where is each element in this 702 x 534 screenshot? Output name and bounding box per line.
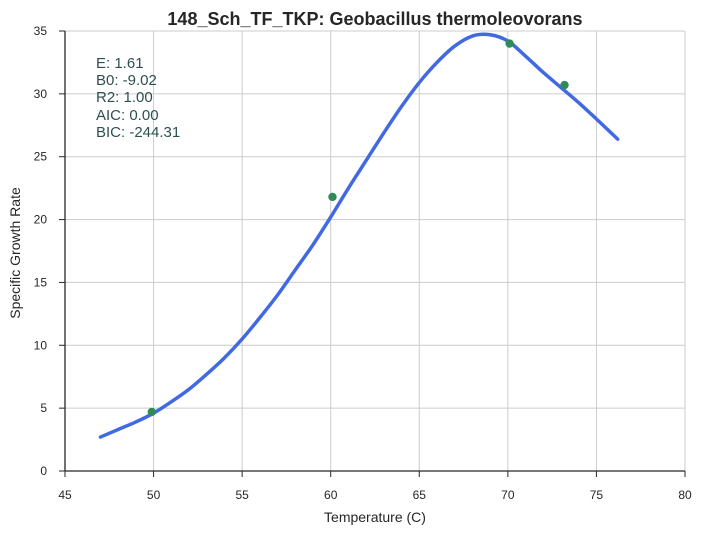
data-point [328, 192, 337, 202]
data-point [147, 407, 156, 417]
x-axis-label: Temperature (C) [324, 509, 426, 525]
stat-b0: B0: -9.02 [96, 72, 157, 89]
x-tick-label: 50 [147, 488, 161, 502]
stat-r2: R2: 1.00 [96, 89, 153, 106]
y-ticks: 0 5 10 15 20 25 30 35 [34, 24, 65, 478]
y-axis-label: Specific Growth Rate [7, 187, 23, 319]
y-tick-label: 20 [34, 213, 48, 227]
x-tick-label: 55 [235, 488, 249, 502]
y-tick-label: 10 [34, 338, 48, 352]
grid [65, 30, 686, 471]
fit-stats-annotation: E: 1.61 B0: -9.02 R2: 1.00 AIC: 0.00 BIC… [96, 55, 180, 141]
x-tick-label: 80 [678, 488, 692, 502]
x-tick-label: 70 [501, 488, 515, 502]
stat-e: E: 1.61 [96, 55, 144, 72]
y-tick-label: 25 [34, 150, 48, 164]
x-ticks: 45 50 55 60 65 70 75 80 [58, 471, 692, 502]
data-point [560, 80, 569, 90]
fit-curve-line [98, 32, 620, 439]
series-group [98, 32, 620, 439]
y-tick-label: 35 [34, 24, 48, 38]
x-tick-label: 60 [324, 488, 338, 502]
y-tick-label: 30 [34, 87, 48, 101]
chart-title: 148_Sch_TF_TKP: Geobacillus thermoleovor… [167, 9, 582, 29]
axes [64, 31, 685, 472]
x-tick-label: 65 [413, 488, 427, 502]
data-point [505, 39, 514, 48]
y-tick-label: 5 [40, 401, 47, 415]
stat-bic: BIC: -244.31 [96, 124, 180, 141]
y-tick-label: 15 [34, 275, 48, 289]
plot-area [65, 31, 685, 471]
stat-aic: AIC: 0.00 [96, 107, 159, 124]
x-tick-label: 75 [590, 488, 604, 502]
y-tick-label: 0 [40, 464, 47, 478]
x-tick-label: 45 [58, 488, 72, 502]
